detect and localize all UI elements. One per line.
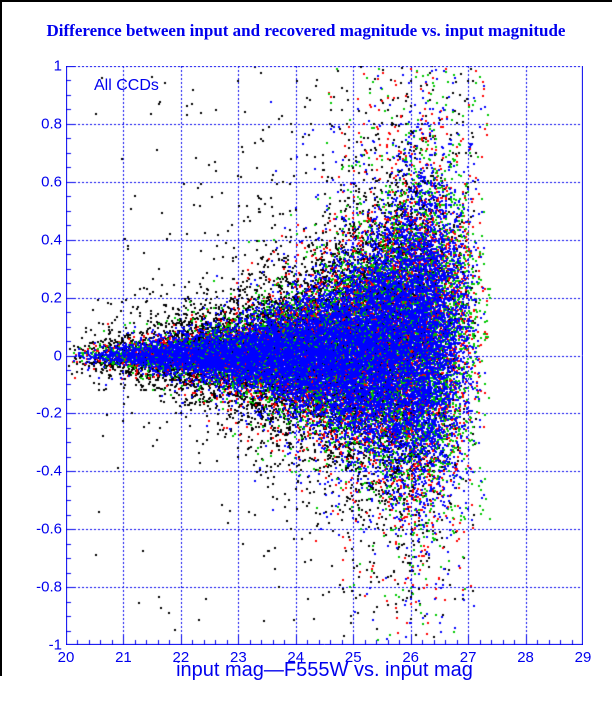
x-tick-label: 28	[517, 649, 534, 666]
y-tick-label: -0.6	[36, 520, 62, 538]
y-tick-label: 1	[53, 57, 62, 75]
annotation-all-ccds: All CCDs	[94, 77, 159, 94]
x-tick-label: 22	[172, 649, 190, 666]
chart-title: Difference between input and recovered m…	[46, 21, 566, 40]
y-tick-label: -1	[48, 636, 62, 654]
y-tick-label: 0.8	[41, 115, 62, 133]
y-tick-label: 0	[53, 347, 62, 364]
y-tick-label: -0.8	[36, 578, 62, 596]
x-tick-label: 23	[229, 649, 247, 666]
x-tick-label: 20	[57, 649, 75, 666]
x-tick-label: 26	[402, 649, 419, 666]
y-tick-label: 0.4	[41, 231, 62, 249]
x-tick-label: 25	[344, 649, 362, 666]
x-tick-label: 27	[459, 649, 477, 666]
y-tick-label: -0.2	[36, 404, 62, 422]
x-tick-label: 24	[287, 649, 305, 666]
window-border-left	[0, 0, 2, 676]
y-tick-label: 0.2	[41, 289, 62, 307]
window-border-top	[0, 0, 612, 2]
x-axis-title: input mag—F555W vs. input mag	[176, 659, 473, 681]
y-tick-label: 0.6	[41, 173, 62, 191]
x-tick-label: 29	[574, 649, 592, 666]
x-tick-label: 21	[115, 649, 132, 666]
y-tick-label: -0.4	[36, 462, 62, 480]
plot-area: All CCDs	[66, 66, 583, 645]
scatter-plot-canvas	[66, 66, 583, 645]
